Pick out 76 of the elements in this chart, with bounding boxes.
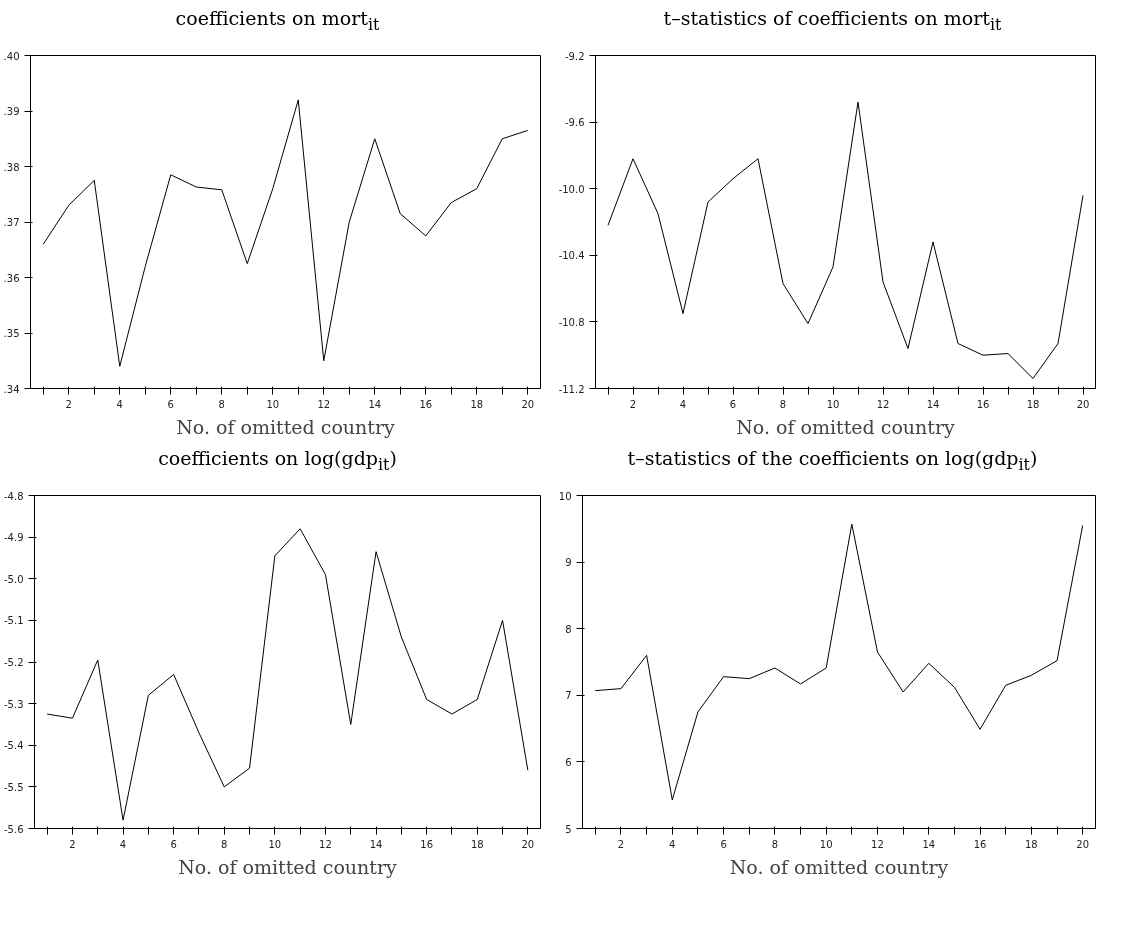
x-tick-label: 4 (679, 398, 687, 410)
x-tick-label: 2 (65, 398, 72, 410)
x-tick-label: 8 (221, 838, 228, 850)
y-tick-label: .38 (3, 161, 20, 173)
y-tick-label: -5.0 (3, 573, 24, 585)
x-axis-title: No. of omitted country (736, 415, 956, 438)
y-tick-label: 6 (565, 756, 572, 768)
y-tick-label: -4.9 (3, 532, 24, 544)
x-axis-title: No. of omitted country (729, 855, 949, 878)
y-tick-label: .34 (3, 383, 20, 395)
y-tick-label: .35 (3, 328, 20, 339)
x-tick-label: 14 (922, 838, 936, 850)
chart-title: coefficients on mort$_{it}$ (174, 6, 381, 36)
x-tick-label: 16 (976, 398, 990, 410)
x-tick-label: 6 (729, 398, 737, 410)
x-tick-label: 12 (319, 838, 332, 850)
chart-title: t–statistics of the coefficients on log(gdp$_{it}$) (626, 446, 1039, 476)
x-tick-label: 6 (167, 398, 174, 410)
y-tick-label: .40 (3, 50, 20, 62)
y-tick-label: .39 (3, 106, 20, 117)
y-tick-label: -11.2 (558, 383, 585, 395)
x-tick-label: 16 (420, 838, 434, 850)
x-tick-label: 4 (669, 838, 676, 850)
x-tick-label: 16 (419, 398, 433, 410)
y-tick-label: -10.4 (558, 250, 585, 262)
x-tick-label: 20 (521, 838, 535, 850)
x-tick-label: 20 (521, 398, 535, 410)
x-tick-label: 2 (69, 838, 76, 850)
chart-title: coefficients on log(gdp$_{it}$) (157, 446, 398, 476)
y-tick-label: -9.2 (564, 50, 585, 62)
x-tick-label: 8 (771, 838, 779, 850)
y-tick-label: -5.1 (3, 615, 24, 627)
y-tick-label: -4.8 (3, 490, 24, 502)
x-tick-label: 18 (1025, 838, 1038, 850)
x-tick-label: 18 (470, 398, 484, 410)
x-axis-title: No. of omitted country (178, 855, 398, 878)
y-tick-label: -5.3 (3, 698, 24, 710)
x-tick-label: 6 (170, 838, 177, 850)
x-tick-label: 10 (826, 398, 840, 410)
y-tick-label: 5 (565, 823, 572, 835)
y-tick-label: -5.5 (3, 781, 24, 793)
y-tick-label: 9 (565, 557, 572, 569)
x-tick-label: 18 (470, 838, 484, 850)
x-tick-label: 14 (368, 398, 382, 410)
x-tick-label: 12 (876, 398, 890, 410)
x-tick-label: 14 (926, 398, 940, 410)
x-tick-label: 8 (218, 398, 225, 410)
y-tick-label: .37 (3, 217, 20, 228)
x-tick-label: 8 (779, 398, 787, 410)
y-tick-label: .36 (3, 272, 20, 284)
x-tick-label: 16 (973, 838, 987, 850)
y-tick-label: -10.8 (558, 316, 585, 328)
x-tick-label: 4 (116, 398, 123, 410)
y-tick-label: 7 (565, 690, 572, 702)
x-tick-label: 12 (317, 398, 331, 410)
x-tick-label: 6 (720, 838, 727, 850)
x-tick-label: 10 (268, 838, 282, 850)
x-tick-label: 2 (629, 398, 637, 410)
y-tick-label: -5.6 (3, 823, 24, 835)
x-tick-label: 18 (1026, 398, 1040, 410)
x-tick-label: 20 (1076, 838, 1090, 850)
x-tick-label: 10 (819, 838, 833, 850)
y-tick-label: 8 (565, 623, 572, 635)
x-tick-label: 10 (266, 398, 280, 410)
y-tick-label: 10 (558, 490, 572, 502)
y-tick-label: -9.6 (564, 117, 585, 129)
x-tick-label: 20 (1076, 398, 1090, 410)
y-tick-label: -10.0 (558, 183, 585, 195)
x-tick-label: 12 (871, 838, 884, 850)
chart-title: t–statistics of coefficients on mort$_{it}$ (662, 6, 1003, 36)
x-tick-label: 14 (369, 838, 383, 850)
y-tick-label: -5.2 (3, 657, 24, 668)
x-tick-label: 4 (119, 838, 127, 850)
y-tick-label: -5.4 (3, 740, 24, 752)
x-axis-title: No. of omitted country (176, 415, 396, 438)
x-tick-label: 2 (617, 838, 625, 850)
